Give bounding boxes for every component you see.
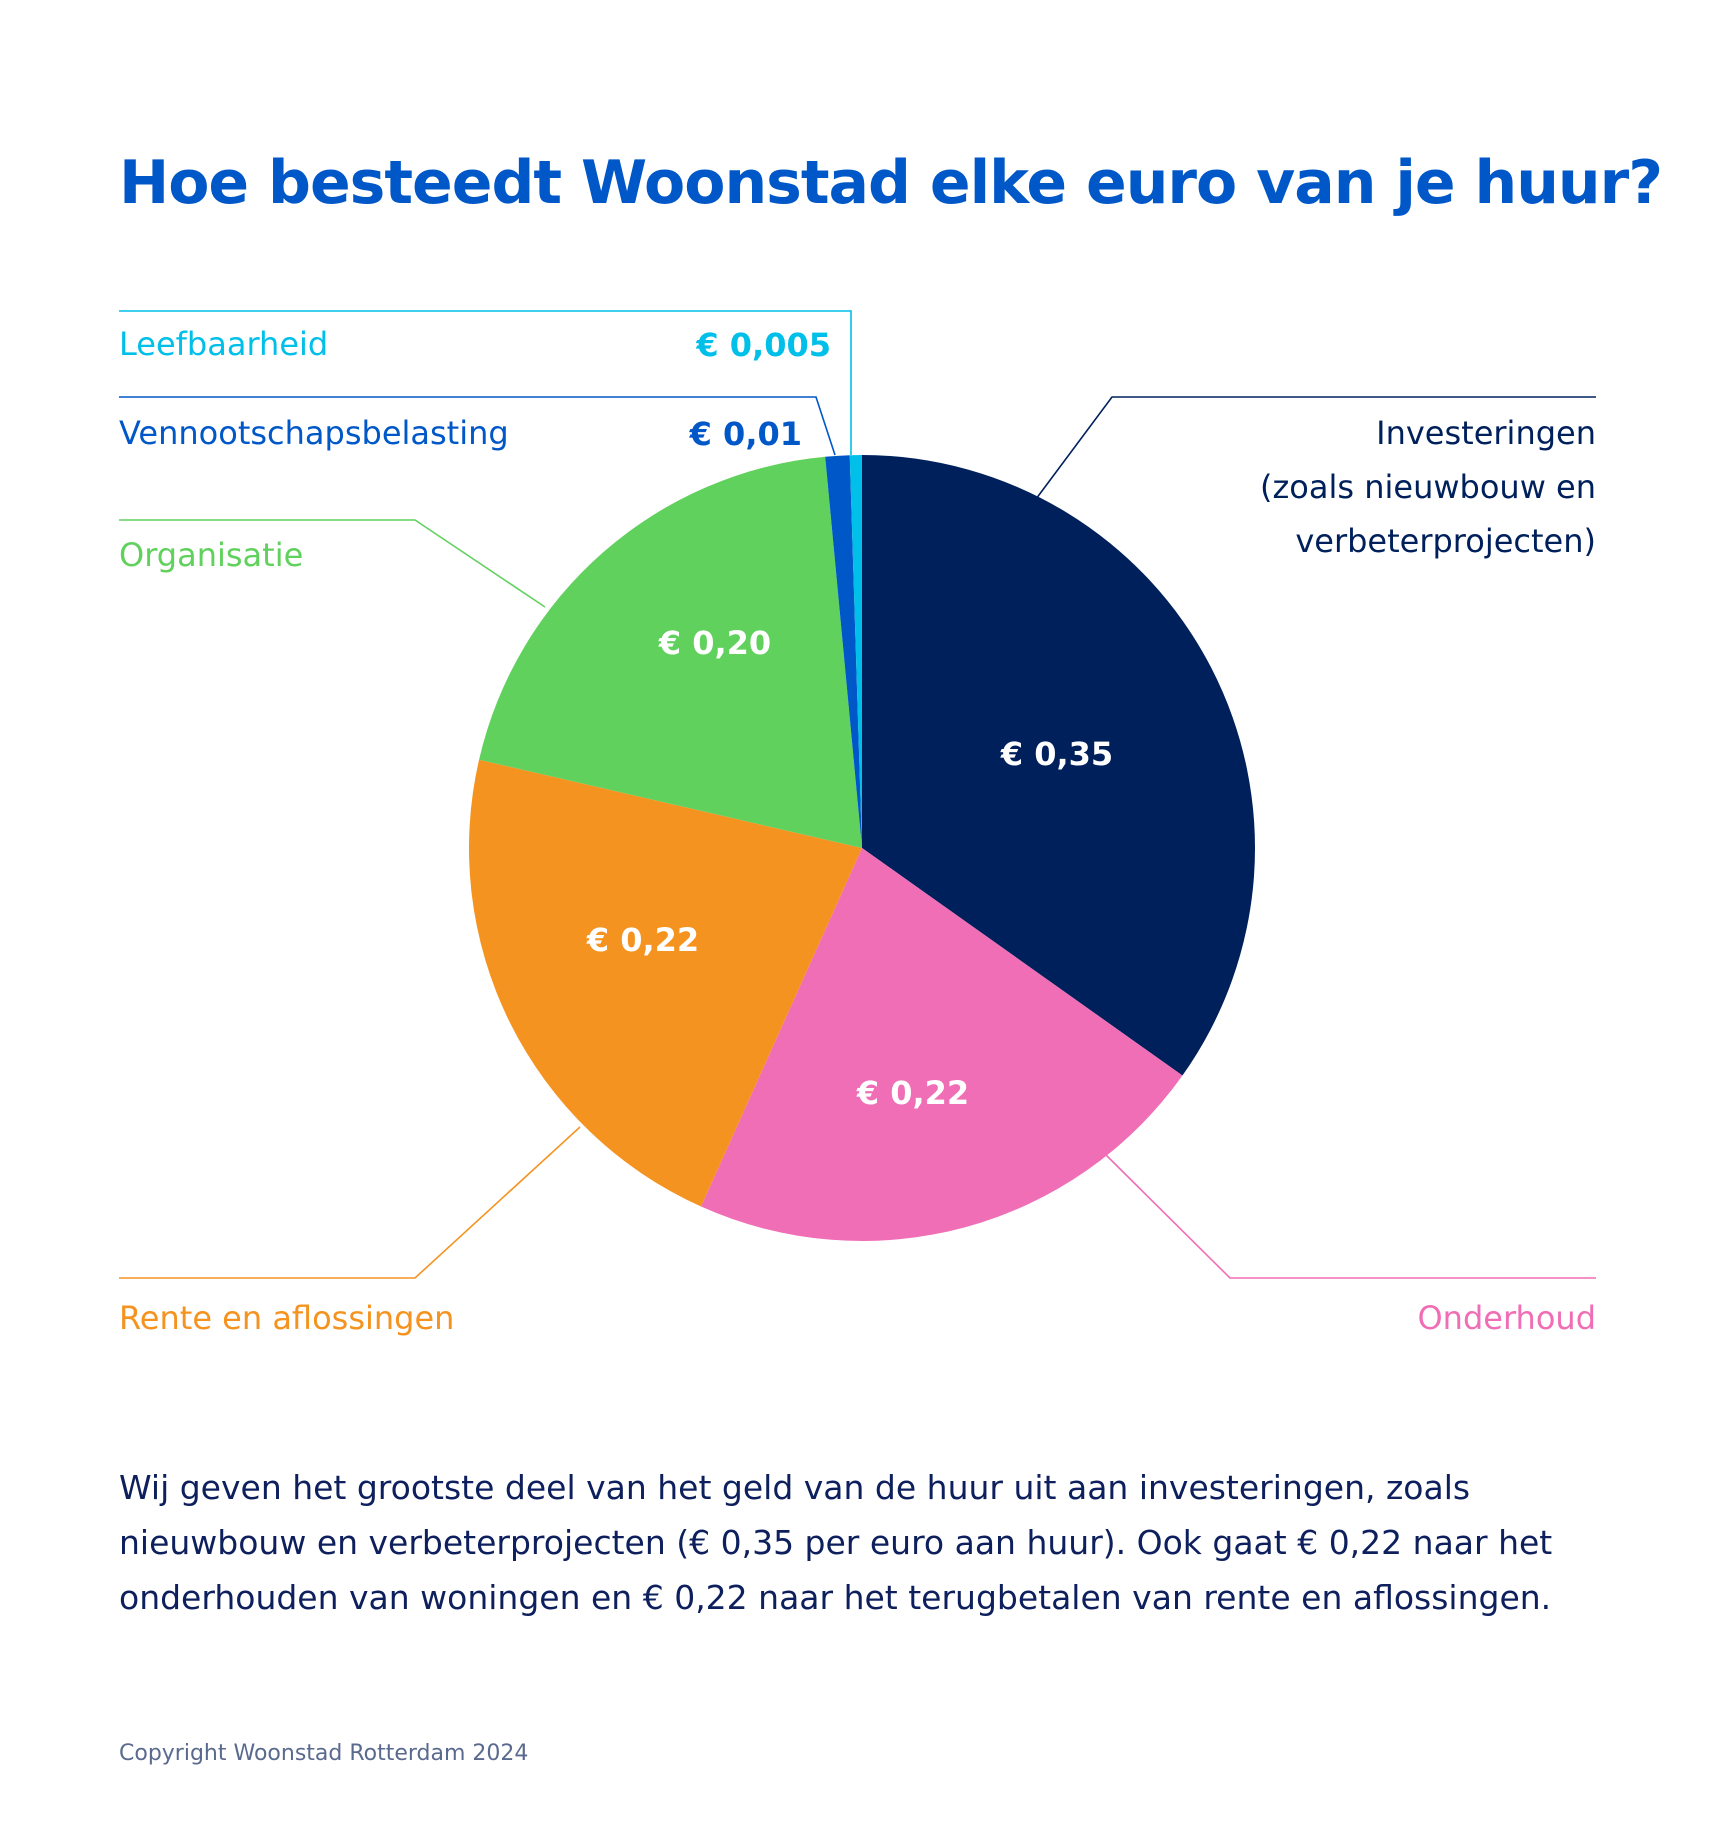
- leader-line-investeringen: [1035, 396, 1596, 500]
- leader-line-onderhoud: [1104, 1153, 1596, 1279]
- value-leefbaarheid: € 0,005: [696, 326, 831, 364]
- chart-title: Hoe besteedt Woonstad elke euro van je h…: [119, 148, 1663, 218]
- leader-line-leefbaarheid: [119, 310, 852, 455]
- label-leefbaarheid: Leefbaarheid: [119, 325, 329, 363]
- label-investeringen-line: (zoals nieuwbouw en: [1260, 468, 1596, 506]
- data-label-rente: € 0,22: [586, 921, 700, 959]
- label-onderhoud: Onderhoud: [1417, 1299, 1596, 1337]
- data-label-onderhoud: € 0,22: [856, 1074, 970, 1112]
- label-organisatie: Organisatie: [119, 536, 304, 574]
- label-investeringen: Investeringen (zoals nieuwbouw en verbet…: [1260, 406, 1596, 568]
- pie-slice-leefbaarheid: [849, 455, 862, 848]
- pie-slice-investeringen: [862, 455, 1255, 1076]
- leader-line-vennootschapsbelasting: [119, 396, 836, 456]
- label-rente: Rente en aflossingen: [119, 1299, 455, 1337]
- pie-slice-onderhoud: [701, 848, 1183, 1242]
- leader-line-rente: [119, 1126, 581, 1279]
- data-label-investeringen: € 0,35: [1000, 735, 1114, 773]
- label-investeringen-line: verbeterprojecten): [1295, 522, 1596, 560]
- pie-slice-rente: [468, 759, 862, 1207]
- leader-line-organisatie: [119, 519, 546, 608]
- pie-slice-vennootschapsbelasting: [825, 455, 862, 848]
- value-vennootschapsbelasting: € 0,01: [689, 415, 802, 453]
- copyright: Copyright Woonstad Rotterdam 2024: [119, 1741, 529, 1766]
- label-investeringen-line: Investeringen: [1376, 414, 1596, 452]
- description-paragraph: Wij geven het grootste deel van het geld…: [119, 1468, 1553, 1617]
- label-vennootschapsbelasting: Vennootschapsbelasting: [119, 414, 509, 452]
- pie-slice-organisatie: [479, 456, 862, 848]
- data-label-organisatie: € 0,20: [658, 624, 772, 662]
